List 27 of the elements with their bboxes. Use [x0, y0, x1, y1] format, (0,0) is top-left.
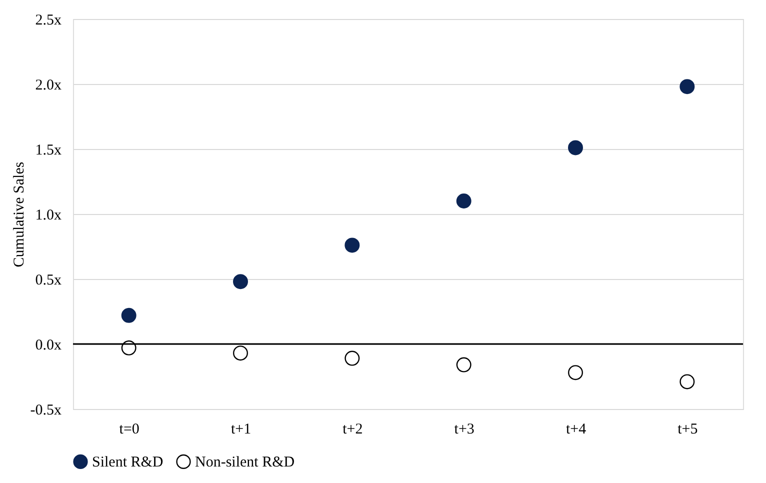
- y-tick-label: 2.0x: [35, 78, 62, 94]
- point: [568, 140, 583, 156]
- y-tick-label: 0.5x: [35, 272, 62, 288]
- point: [344, 238, 360, 253]
- point: [568, 365, 583, 380]
- point: [456, 194, 472, 208]
- x-tick-label: t+3: [454, 422, 474, 438]
- point: [344, 350, 360, 366]
- point: [233, 274, 248, 290]
- y-axis-title: Cumulative Sales: [11, 162, 28, 268]
- point: [680, 374, 695, 390]
- point: [233, 346, 248, 361]
- legend-label: Silent R&D: [92, 454, 164, 471]
- x-tick-label: t+1: [230, 422, 252, 438]
- x-tick-label: t+5: [678, 422, 698, 438]
- x-tick-label: t+4: [566, 422, 587, 438]
- legend-label: Non-silent R&D: [195, 454, 295, 471]
- y-tick-label: 1.5x: [35, 142, 62, 158]
- point: [456, 357, 472, 372]
- y-tick-label: 2.5x: [35, 12, 62, 28]
- x-tick-label: t+2: [342, 422, 363, 438]
- point: [680, 79, 695, 94]
- point: [121, 308, 136, 323]
- y-tick-label: 0.0x: [35, 338, 62, 354]
- y-tick-label: 1.0x: [35, 208, 62, 224]
- x-tick-label: t=0: [119, 422, 140, 438]
- y-tick-label: -0.5x: [30, 402, 62, 418]
